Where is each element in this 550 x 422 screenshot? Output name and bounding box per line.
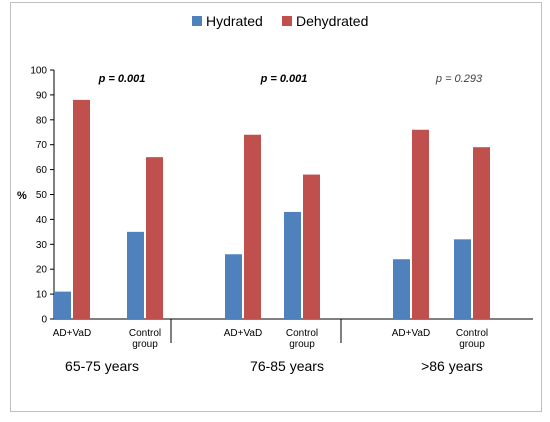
y-tick-label: 20 xyxy=(36,265,48,276)
y-tick-label: 80 xyxy=(36,115,48,126)
category-label: Control xyxy=(286,328,318,339)
y-axis-title: % xyxy=(17,190,27,202)
bar-dehydrated xyxy=(244,134,261,319)
bar-hydrated xyxy=(225,254,242,319)
category-label: AD+VaD xyxy=(392,328,430,339)
bar-chart: Hydrated Dehydrated 0 10 20 30 40 50 60 70 80 90 10… xyxy=(17,13,533,374)
p-value-label: p = 0.293 xyxy=(435,73,483,85)
category-label: Control xyxy=(456,328,488,339)
legend: Hydrated Dehydrated xyxy=(192,13,368,29)
category-label: Control xyxy=(129,328,161,339)
y-tick-label: 10 xyxy=(36,290,48,301)
p-value-label: p = 0.001 xyxy=(260,73,308,85)
bar-hydrated xyxy=(127,231,144,319)
group-label: >86 years xyxy=(421,358,483,374)
category-label: AD+VaD xyxy=(53,328,91,339)
legend-label-hydrated: Hydrated xyxy=(206,13,263,29)
category-label: AD+VaD xyxy=(224,328,262,339)
y-tick-label: 70 xyxy=(36,140,48,151)
y-tick-label: 50 xyxy=(36,190,48,201)
category-label: group xyxy=(132,339,158,350)
category-label: group xyxy=(459,339,485,350)
legend-swatch-dehydrated xyxy=(282,16,292,26)
bar-dehydrated xyxy=(473,147,490,319)
y-tick-label: 90 xyxy=(36,90,48,101)
y-tick-label: 60 xyxy=(36,165,48,176)
bar-hydrated xyxy=(54,291,71,319)
bar-hydrated xyxy=(454,239,471,319)
bar-dehydrated xyxy=(146,157,163,319)
y-tick-label: 0 xyxy=(41,315,47,326)
bar-dehydrated xyxy=(303,174,320,319)
y-tick-label: 30 xyxy=(36,240,48,251)
legend-swatch-hydrated xyxy=(192,16,202,26)
group-label: 76-85 years xyxy=(250,358,324,374)
p-value-label: p = 0.001 xyxy=(98,73,146,85)
chart-frame: Hydrated Dehydrated 0 10 20 30 40 50 60 70 80 90 10… xyxy=(10,2,542,412)
bar-hydrated xyxy=(284,211,301,319)
legend-label-dehydrated: Dehydrated xyxy=(296,13,368,29)
group-label: 65-75 years xyxy=(65,358,139,374)
y-tick-label: 100 xyxy=(30,66,47,77)
y-tick-label: 40 xyxy=(36,215,48,226)
bar-dehydrated xyxy=(73,99,90,319)
bar-dehydrated xyxy=(412,129,429,319)
category-label: group xyxy=(289,339,315,350)
bar-hydrated xyxy=(393,259,410,319)
